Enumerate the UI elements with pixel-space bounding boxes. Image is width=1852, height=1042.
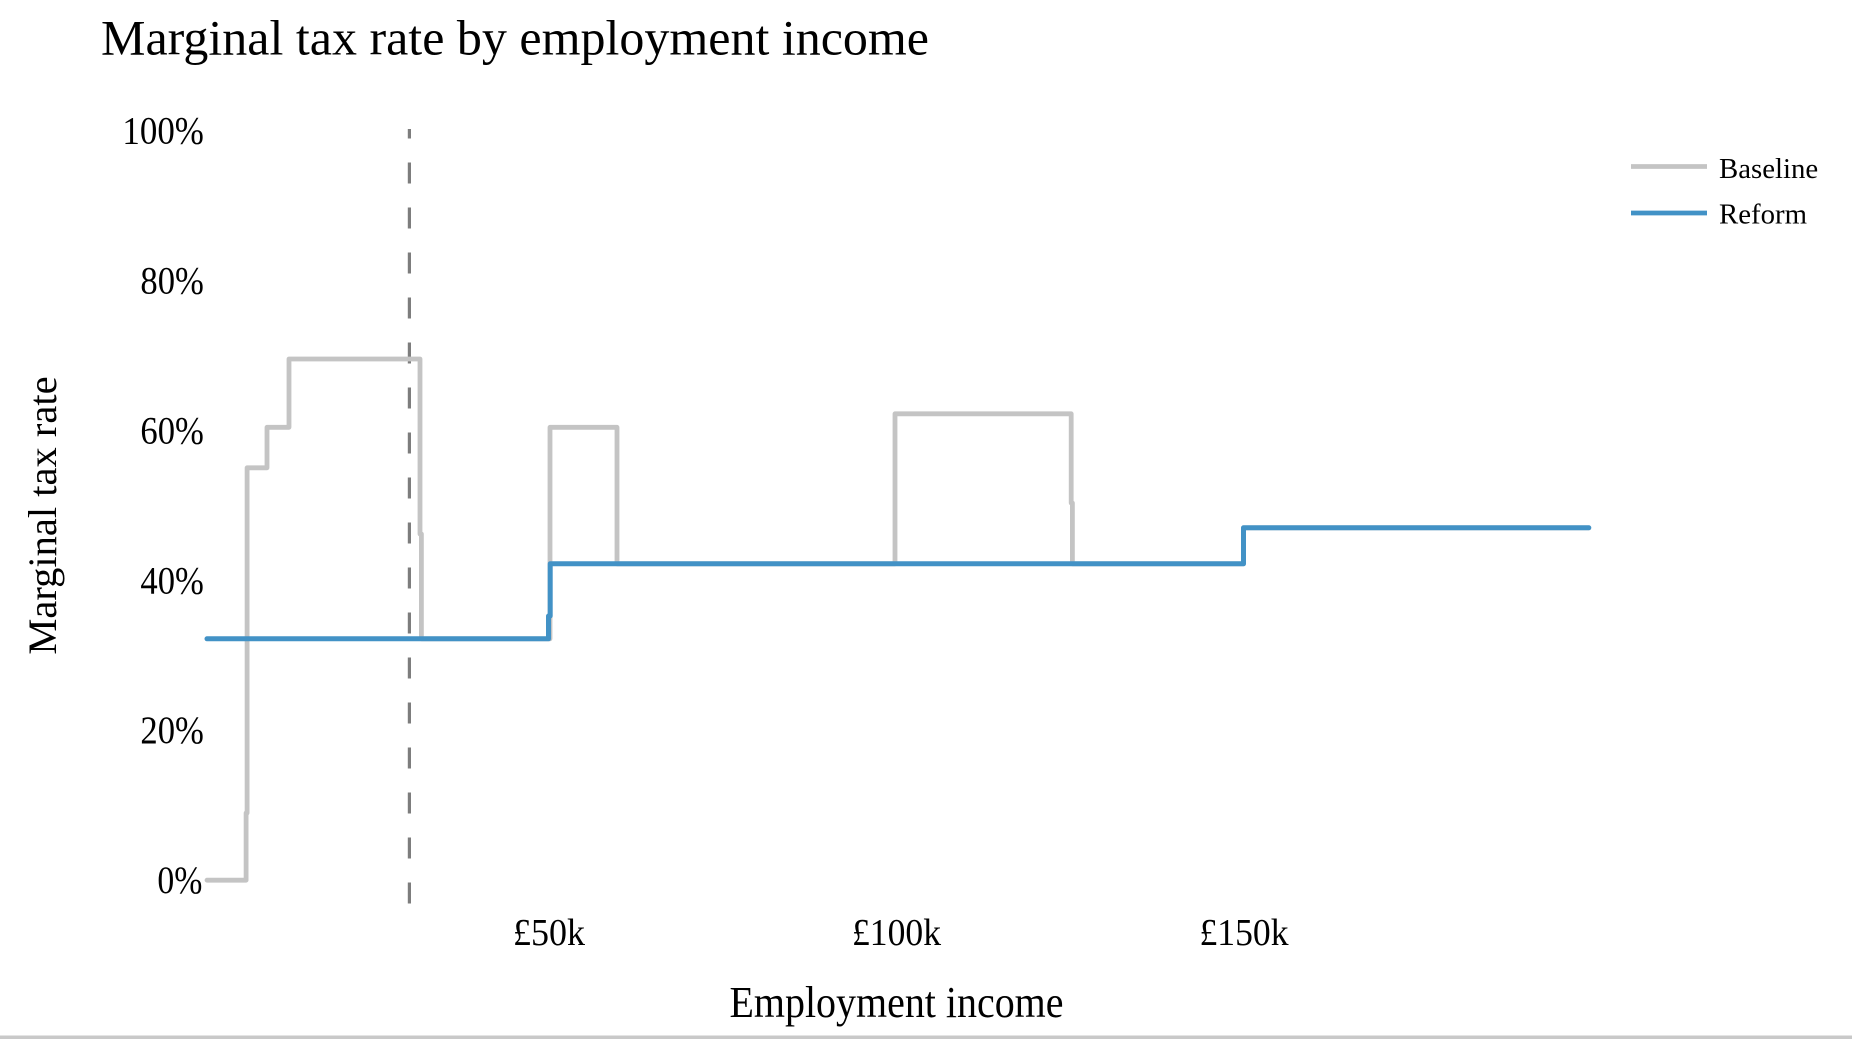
svg-text:Marginal tax rate by employmen: Marginal tax rate by employment income — [101, 9, 929, 65]
svg-text:80%: 80% — [140, 260, 204, 303]
svg-text:60%: 60% — [140, 409, 204, 452]
svg-text:0%: 0% — [157, 859, 202, 902]
svg-text:£100k: £100k — [852, 912, 941, 954]
svg-text:Employment income: Employment income — [730, 977, 1064, 1027]
svg-text:Marginal tax rate: Marginal tax rate — [20, 376, 65, 654]
svg-text:100%: 100% — [122, 110, 204, 153]
svg-text:£50k: £50k — [513, 912, 585, 954]
svg-text:Reform: Reform — [1719, 198, 1807, 230]
svg-text:Baseline: Baseline — [1719, 153, 1818, 185]
svg-text:40%: 40% — [140, 559, 204, 602]
svg-text:20%: 20% — [140, 709, 204, 752]
svg-text:£150k: £150k — [1200, 912, 1289, 954]
